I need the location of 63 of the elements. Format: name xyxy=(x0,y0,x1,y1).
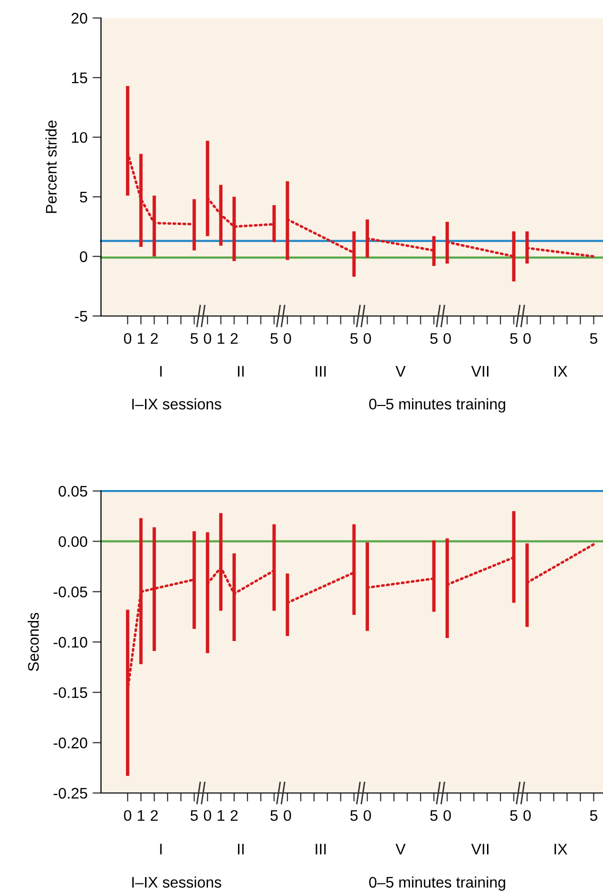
x-tick-label: 5 xyxy=(430,810,438,821)
y-tick-label: 0 xyxy=(80,251,88,262)
x-tick-label: 0 xyxy=(124,810,132,821)
x-tick-label: 0 xyxy=(364,333,371,344)
x-tick-label: 5 xyxy=(190,810,198,821)
y-tick-label: 5 xyxy=(80,192,88,202)
text: IX xyxy=(554,844,568,854)
x-tick-label: 1 xyxy=(218,333,224,344)
text: II xyxy=(238,844,244,854)
text: I xyxy=(160,844,162,854)
x-tick-label: 5 xyxy=(190,333,198,344)
text: IX xyxy=(554,366,568,377)
text: 0–5 minutes training xyxy=(369,398,506,413)
y-tick-label: -5 xyxy=(74,311,88,322)
text: I xyxy=(160,366,162,377)
x-tick-label: 5 xyxy=(350,333,358,344)
x-tick-label: 0 xyxy=(284,333,292,344)
x-tick-label: 1 xyxy=(138,810,144,821)
x-tick-label: 1 xyxy=(138,333,144,344)
y-tick-label: -0.10 xyxy=(54,636,88,648)
x-tick-label: 5 xyxy=(270,333,278,344)
x-tick-label: 2 xyxy=(230,333,238,344)
x-tick-label: 2 xyxy=(150,810,158,821)
x-tick-label: 5 xyxy=(510,333,518,344)
text: III xyxy=(316,366,326,377)
y-tick-label: -0.15 xyxy=(54,687,88,698)
y-tick-label: 15 xyxy=(72,72,88,84)
y-tick-label: -0.05 xyxy=(54,586,88,598)
x-tick-label: 5 xyxy=(590,333,598,344)
y-tick-label: -0.20 xyxy=(54,738,88,748)
x-tick-label: 0 xyxy=(444,333,451,344)
text: VII xyxy=(471,844,488,854)
text: 0–5 minutes training xyxy=(369,876,506,891)
x-tick-label: 2 xyxy=(230,810,238,821)
y-tick-label: 0.05 xyxy=(58,486,88,497)
x-tick-label: 0 xyxy=(523,810,531,821)
x-tick-label: 5 xyxy=(270,810,278,821)
x-tick-label: 5 xyxy=(350,810,358,821)
x-tick-label: 5 xyxy=(510,810,518,821)
text: VII xyxy=(471,366,488,377)
x-tick-label: 2 xyxy=(150,333,158,344)
x-tick-label: 0 xyxy=(284,810,292,821)
y-tick-label: 10 xyxy=(72,132,88,143)
x-tick-label: 0 xyxy=(523,333,531,344)
text: V xyxy=(396,844,406,854)
x-axis-title: I–IX sessions xyxy=(132,398,222,410)
x-tick-label: 5 xyxy=(430,333,438,344)
y-tick-label: -0.25 xyxy=(54,788,88,799)
x-tick-label: 1 xyxy=(218,810,224,821)
x-tick-label: 0 xyxy=(364,810,371,821)
x-tick-label: 0 xyxy=(204,810,212,821)
x-tick-label: 5 xyxy=(590,810,598,821)
x-tick-label: 0 xyxy=(204,333,212,344)
x-axis-title: I–IX sessions xyxy=(132,876,222,888)
text: II xyxy=(238,366,244,377)
y-tick-label: 20 xyxy=(72,12,88,24)
text: III xyxy=(316,844,326,854)
y-axis-title: Seconds xyxy=(28,612,39,672)
x-tick-label: 0 xyxy=(444,810,451,821)
y-axis-title: Percent stride xyxy=(45,120,57,213)
x-tick-label: 0 xyxy=(124,333,132,344)
y-tick-label: 0.00 xyxy=(58,536,88,548)
text: V xyxy=(396,366,406,377)
